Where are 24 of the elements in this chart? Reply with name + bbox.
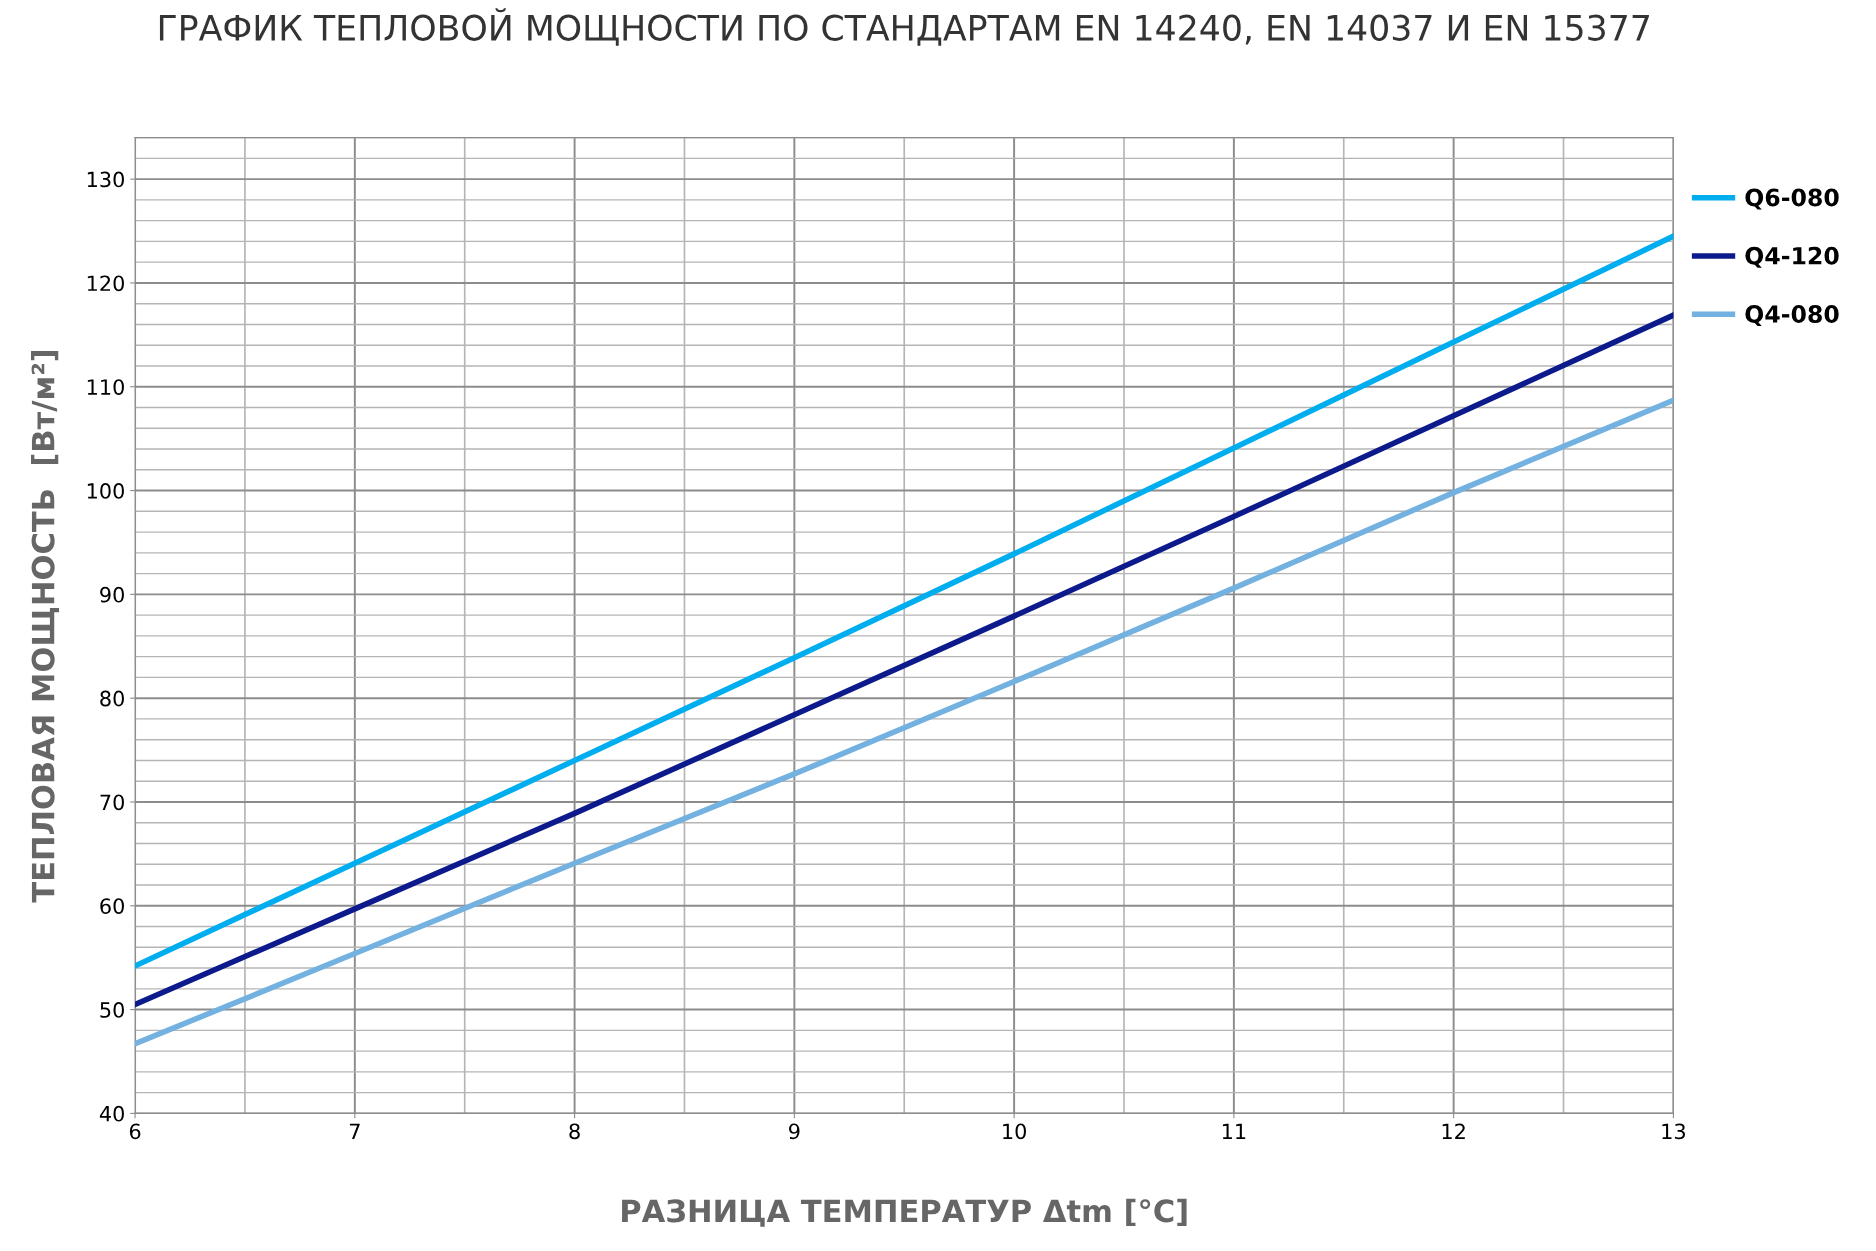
y-tick-label: 40 [99, 1105, 124, 1122]
y-tick-label: 110 [87, 379, 124, 395]
y-tick-label: 100 [87, 483, 124, 499]
x-tick-label: 10 [1003, 1123, 1026, 1140]
legend-label: Q4-080 [1745, 305, 1839, 327]
y-tick-label: 120 [87, 275, 124, 292]
chart-title: ГРАФИК ТЕПЛОВОЙ МОЩНОСТИ ПО СТАНДАРТАМ EN 14240, EN 14037 И EN 15377 [159, 8, 1649, 46]
x-tick-label: 12 [1442, 1123, 1465, 1139]
y-tick-label: 60 [100, 898, 124, 914]
x-axis-title: РАЗНИЦА ТЕМПЕРАТУР Δtm [°C] [622, 1198, 1187, 1227]
y-tick-label: 130 [87, 171, 124, 188]
x-tick-label: 9 [789, 1123, 800, 1140]
x-tick-label: 7 [349, 1123, 360, 1139]
x-tick-label: 6 [129, 1123, 141, 1140]
legend-label: Q4-120 [1745, 246, 1839, 268]
y-tick-label: 50 [100, 1002, 124, 1018]
y-tick-label: 80 [100, 690, 124, 707]
x-tick-label: 13 [1662, 1123, 1685, 1140]
legend-label: Q6-080 [1745, 188, 1839, 210]
y-axis-title: ТЕПЛОВАЯ МОЩНОСТЬ [Вт/м²] [31, 350, 60, 903]
y-tick-label: 90 [100, 586, 124, 603]
y-tick-label: 70 [100, 794, 124, 811]
x-tick-label: 11 [1222, 1123, 1246, 1139]
x-tick-label: 8 [569, 1123, 580, 1140]
